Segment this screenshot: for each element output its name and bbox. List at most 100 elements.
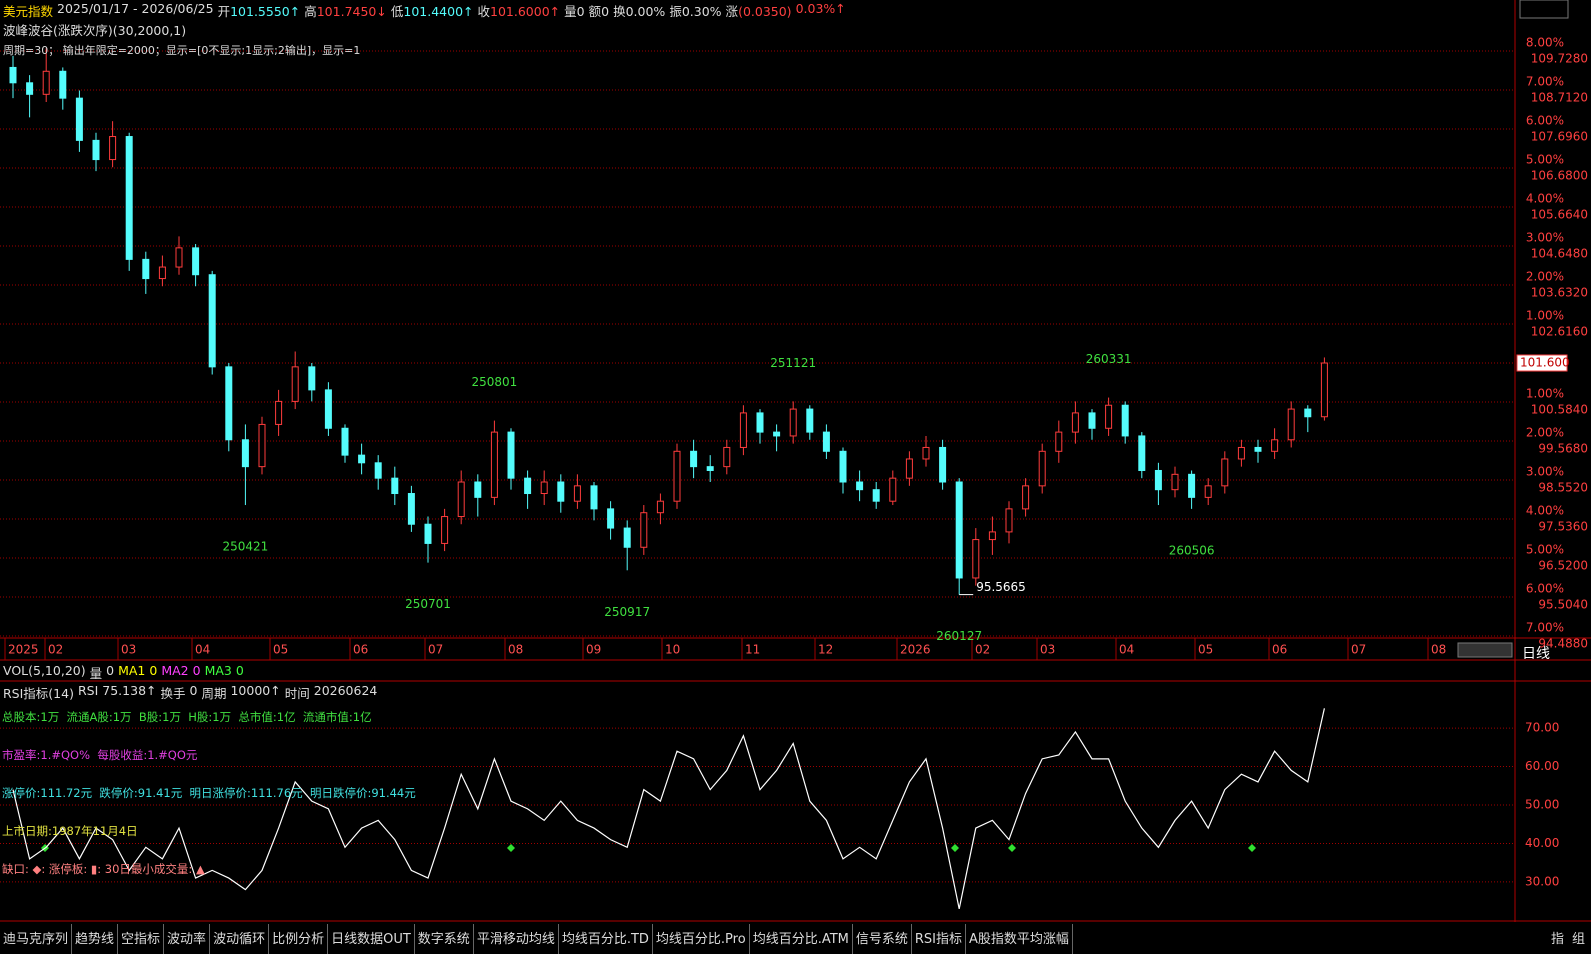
tab[interactable]: 均线百分比.ATM bbox=[750, 924, 853, 954]
rsi-line bbox=[12, 708, 1325, 909]
candle-body bbox=[524, 477, 532, 495]
candle-body bbox=[1088, 412, 1096, 429]
low-label: 95.5665 bbox=[976, 580, 1026, 594]
tab[interactable]: RSI指标 bbox=[912, 924, 967, 954]
candle-body bbox=[1237, 446, 1245, 460]
y-tick-label: 97.5360 bbox=[1538, 520, 1588, 534]
tab[interactable]: 比例分析 bbox=[269, 924, 329, 954]
wave-label: 250801 bbox=[471, 375, 517, 389]
candle-body bbox=[557, 481, 565, 502]
candle-body bbox=[839, 450, 847, 483]
tab[interactable]: 均线百分比.TD bbox=[559, 924, 653, 954]
field-label: 振 bbox=[669, 4, 682, 19]
info-line: 市盈率:1.#QO% 每股收益:1.#QO元 bbox=[2, 748, 198, 762]
pct-tick-label: 3.00% bbox=[1526, 231, 1564, 245]
bar-item: 0 bbox=[189, 683, 198, 698]
pct-tick-label: 6.00% bbox=[1526, 114, 1564, 128]
x-tick-label: 2025 bbox=[8, 643, 39, 657]
candle-body bbox=[905, 458, 913, 479]
candle-body bbox=[125, 136, 133, 260]
tab[interactable]: 均线百分比.Pro bbox=[653, 924, 750, 954]
candle-body bbox=[723, 446, 731, 468]
info-line: 总股本:1万 流通A股:1万 B股:1万 H股:1万 总市值:1亿 流通市值:1… bbox=[2, 710, 372, 724]
symbol-name: 美元指数 bbox=[3, 4, 54, 19]
indicator-tabs: 迪马克序列 趋势线 空指标 波动率 波动循环 比例分析 日线数据OUT 数字系统 平滑移动均线均… bbox=[0, 924, 1073, 954]
bar-item: 10000↑ bbox=[230, 683, 281, 698]
corner-box bbox=[1519, 0, 1569, 19]
bar-item: 周期 bbox=[201, 686, 227, 701]
period-button[interactable]: 日线 bbox=[1522, 646, 1550, 662]
date-range: 2025/01/17 - 2026/06/25 bbox=[57, 1, 214, 16]
indicator-params: 周期=30； 输出年限定=2000；显示=[0不显示;1显示;2输出]，显示=1 bbox=[3, 42, 360, 58]
candle-body bbox=[142, 258, 150, 280]
x-tick-label: 04 bbox=[195, 643, 210, 657]
side-tab[interactable]: 指 bbox=[1550, 932, 1564, 947]
candle-body bbox=[1287, 408, 1295, 441]
candle-body bbox=[706, 466, 714, 471]
y-tick-label: 105.6640 bbox=[1531, 208, 1588, 222]
y-tick-label: 109.7280 bbox=[1531, 52, 1588, 66]
candle-body bbox=[773, 431, 781, 437]
tab[interactable]: 迪马克序列 bbox=[0, 924, 73, 954]
candle-body bbox=[573, 485, 581, 502]
x-tick-label: 03 bbox=[121, 643, 136, 657]
tab[interactable]: 趋势线 bbox=[72, 924, 119, 954]
bar-item: 0 bbox=[106, 663, 115, 678]
tab[interactable]: 数字系统 bbox=[415, 924, 474, 954]
params: 周期=30； 输出年限定=2000；显示=[0不显示;1显示;2输出]，显示=1 bbox=[3, 44, 361, 57]
candle-body bbox=[42, 70, 50, 95]
x-tick-label: 05 bbox=[1198, 643, 1213, 657]
y-tick-label: 98.5520 bbox=[1538, 481, 1588, 495]
candle-body bbox=[1271, 439, 1279, 452]
candle-body bbox=[1304, 408, 1312, 418]
candle-body bbox=[988, 531, 996, 541]
x-tick-label: 09 bbox=[586, 643, 601, 657]
candle-body bbox=[241, 439, 249, 468]
candle-body bbox=[374, 462, 382, 479]
candle-body bbox=[308, 366, 316, 391]
pct-tick-label: 5.00% bbox=[1526, 153, 1564, 167]
tab[interactable]: 日线数据OUT bbox=[328, 924, 415, 954]
quote-field: 量0 bbox=[564, 1, 584, 20]
last-price-box bbox=[1516, 354, 1568, 372]
candle-body bbox=[26, 82, 34, 95]
wave-label: 250917 bbox=[604, 605, 650, 619]
candle-body bbox=[59, 70, 67, 99]
candle-body bbox=[1204, 485, 1212, 498]
candle-body bbox=[9, 66, 17, 84]
candle-body bbox=[690, 450, 698, 468]
x-tick-label: 12 bbox=[818, 643, 833, 657]
candle-body bbox=[1154, 469, 1162, 491]
x-tick-label: 10 bbox=[665, 643, 680, 657]
y-tick-label: 100.5840 bbox=[1531, 403, 1588, 417]
last-price-label: 101.600 bbox=[1520, 356, 1570, 370]
y-tick-label: 70.00 bbox=[1525, 721, 1559, 735]
tab[interactable]: 平滑移动均线 bbox=[474, 924, 559, 954]
scrollbar[interactable] bbox=[1457, 642, 1513, 658]
tab[interactable]: A股指数平均涨幅 bbox=[966, 924, 1073, 954]
candle-body bbox=[109, 136, 117, 161]
candle-body bbox=[258, 423, 266, 468]
pct-tick-label: 2.00% bbox=[1526, 270, 1564, 284]
candle-body bbox=[955, 481, 963, 579]
candle-body bbox=[872, 489, 880, 502]
bar-item: MA2 bbox=[161, 663, 189, 678]
candle-body bbox=[1005, 508, 1013, 533]
x-tick-label: 07 bbox=[428, 643, 443, 657]
y-tick-label: 106.6800 bbox=[1531, 169, 1588, 183]
x-tick-label: 07 bbox=[1351, 643, 1366, 657]
quote-field: 振0.30% bbox=[669, 1, 721, 20]
field-value: 0 bbox=[601, 4, 610, 19]
side-tab[interactable]: 组 bbox=[1571, 932, 1585, 947]
tab[interactable]: 波动循环 bbox=[210, 924, 270, 954]
info-line: 涨停价:111.72元 跌停价:91.41元 明日涨停价:111.76元 明日跌… bbox=[2, 786, 416, 800]
candle-body bbox=[607, 508, 615, 529]
pct-tick-label: 1.00% bbox=[1526, 387, 1564, 401]
tab[interactable]: 波动率 bbox=[164, 924, 211, 954]
tab[interactable]: 信号系统 bbox=[853, 924, 912, 954]
field-label: 收 bbox=[477, 4, 491, 19]
tab[interactable]: 空指标 bbox=[118, 924, 165, 954]
quote-field: 低101.4400↑ bbox=[391, 1, 474, 20]
x-tick-label: 08 bbox=[508, 643, 523, 657]
